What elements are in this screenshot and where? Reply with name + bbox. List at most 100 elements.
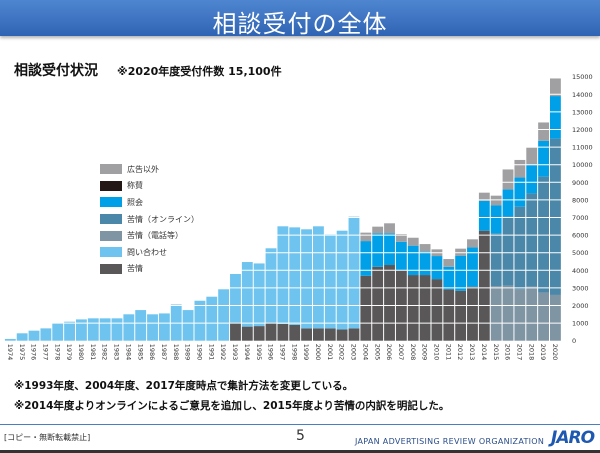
- bar-segment: [502, 216, 514, 286]
- x-tick-label: 2015: [492, 344, 500, 361]
- x-tick-label: 2019: [539, 344, 547, 361]
- bar-segment: [384, 233, 395, 266]
- bar-segment: [52, 323, 64, 341]
- y-tick-label: 11000: [572, 144, 593, 152]
- bar-segment: [490, 286, 502, 341]
- legend-swatch: [100, 214, 122, 225]
- bar-segment: [324, 234, 336, 329]
- bar-segment: [526, 165, 538, 194]
- bar-segment: [40, 328, 52, 341]
- x-tick-label: 1994: [243, 344, 251, 361]
- x-tick-label: 2001: [326, 344, 334, 361]
- footer-bar: [0, 450, 600, 453]
- bar-segment: [348, 216, 360, 329]
- y-tick-label: 15000: [572, 73, 593, 81]
- legend-swatch: [100, 180, 122, 191]
- chart-subnote: ※2020年度受付件数 15,100件: [117, 65, 282, 78]
- legend-item: 苦情（オンライン）: [100, 211, 199, 228]
- bar-segment: [443, 266, 455, 290]
- x-tick-label: 1985: [136, 344, 144, 361]
- y-tick-label: 4000: [572, 267, 589, 275]
- bar-segment: [502, 285, 514, 341]
- bar-segment: [407, 275, 419, 341]
- x-tick-label: 2006: [385, 344, 393, 361]
- legend-swatch: [100, 230, 122, 241]
- bar-segment: [277, 226, 289, 324]
- x-tick-label: 1996: [267, 344, 275, 361]
- x-tick-label: 2010: [433, 344, 441, 361]
- x-tick-label: 2002: [338, 344, 346, 361]
- legend-item: 称賛: [100, 178, 199, 195]
- bar-segment: [241, 326, 253, 341]
- bar-segment: [395, 234, 407, 242]
- bar-segment: [360, 241, 372, 276]
- bar-segment: [87, 318, 99, 341]
- bar-segment: [443, 289, 455, 341]
- bar-segment: [431, 256, 443, 280]
- x-tick-label: 1986: [148, 344, 156, 361]
- legend-label: 苦情（オンライン）: [127, 214, 199, 224]
- x-tick-label: 1975: [18, 344, 26, 361]
- x-tick-label: 2016: [504, 344, 512, 361]
- bar-segment: [514, 177, 526, 207]
- bar-segment: [419, 251, 431, 276]
- bar-segment: [147, 314, 158, 341]
- bar-segment: [301, 229, 312, 329]
- bar-segment: [265, 322, 277, 341]
- bar-segment: [135, 310, 147, 341]
- bar-segment: [419, 244, 431, 252]
- bar-segment: [99, 318, 111, 341]
- x-tick-label: 2013: [468, 344, 476, 361]
- x-tick-label: 1998: [290, 344, 298, 361]
- note-2: ※2014年度よりオンラインによるご意見を追加し、2015年度より苦情の内訳を明…: [14, 400, 450, 412]
- y-tick-label: 3000: [572, 284, 589, 292]
- jaro-logo: JARO: [551, 428, 595, 448]
- y-tick-label: 12000: [572, 126, 593, 134]
- legend-item: 広告以外: [100, 161, 199, 178]
- bar-segment: [360, 232, 372, 242]
- x-tick-label: 2014: [480, 344, 488, 361]
- y-tick-label: 8000: [572, 196, 589, 204]
- legend-swatch: [100, 263, 122, 274]
- legend-item: 苦情: [100, 261, 199, 278]
- bar-segment: [289, 227, 301, 325]
- x-tick-label: 1988: [172, 344, 180, 361]
- x-tick-label: 1991: [207, 344, 215, 361]
- bar-segment: [550, 138, 561, 295]
- stacked-bar-chart: 1974 1975 1976 1977 1978 1979 1980 1981 1982 1983…: [4, 73, 593, 361]
- x-tick-label: 2008: [409, 344, 417, 361]
- legend-label: 苦情: [127, 264, 143, 274]
- x-tick-label: 1979: [65, 344, 73, 361]
- bar-segment: [538, 292, 549, 341]
- bar-segment: [194, 300, 206, 341]
- bar-segment: [407, 237, 419, 246]
- bar-segment: [123, 314, 135, 341]
- x-tick-label: 2003: [350, 344, 358, 361]
- x-tick-label: 2020: [551, 344, 559, 361]
- legend-item: 照会: [100, 194, 199, 211]
- bar-segment: [526, 193, 538, 287]
- bar-segment: [372, 226, 384, 234]
- x-tick-label: 2007: [397, 344, 405, 361]
- bar-segment: [241, 262, 253, 327]
- bar-segment: [64, 321, 75, 341]
- bar-segment: [395, 241, 407, 271]
- bar-segment: [4, 338, 16, 341]
- y-tick-label: 7000: [572, 214, 589, 222]
- bar-segment: [372, 233, 384, 267]
- bar-segment: [253, 326, 265, 341]
- x-tick-label: 2012: [456, 344, 464, 361]
- bar-segment: [384, 223, 395, 234]
- y-tick-label: 14000: [572, 91, 593, 99]
- bar-segment: [384, 265, 395, 341]
- bar-segment: [490, 195, 502, 206]
- bar-segment: [526, 147, 538, 166]
- bar-segment: [182, 310, 194, 341]
- legend-item: 苦情（電話等）: [100, 227, 199, 244]
- bar-segment: [490, 233, 502, 287]
- bar-segment: [455, 255, 467, 291]
- x-tick-label: 1993: [231, 344, 239, 361]
- legend-label: 称賛: [127, 181, 143, 191]
- y-tick-label: 5000: [572, 249, 589, 257]
- x-tick-label: 2004: [361, 344, 369, 361]
